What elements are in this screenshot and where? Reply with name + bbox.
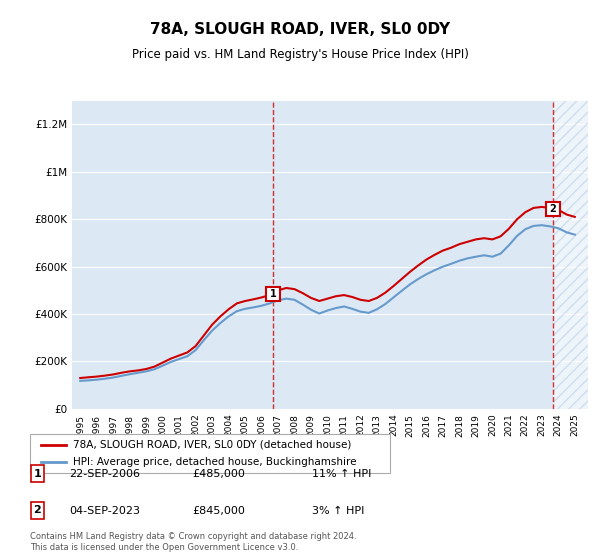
Text: HPI: Average price, detached house, Buckinghamshire: HPI: Average price, detached house, Buck… (73, 457, 356, 467)
FancyBboxPatch shape (31, 465, 44, 482)
Text: 78A, SLOUGH ROAD, IVER, SL0 0DY (detached house): 78A, SLOUGH ROAD, IVER, SL0 0DY (detache… (73, 440, 352, 450)
Text: 1: 1 (270, 289, 277, 299)
FancyBboxPatch shape (30, 434, 390, 473)
Text: £485,000: £485,000 (192, 469, 245, 479)
Text: £845,000: £845,000 (192, 506, 245, 516)
Bar (553, 101, 588, 409)
Text: 78A, SLOUGH ROAD, IVER, SL0 0DY: 78A, SLOUGH ROAD, IVER, SL0 0DY (150, 22, 450, 38)
Text: 1: 1 (34, 469, 41, 479)
Text: Contains HM Land Registry data © Crown copyright and database right 2024.
This d: Contains HM Land Registry data © Crown c… (30, 532, 356, 552)
Text: 11% ↑ HPI: 11% ↑ HPI (312, 469, 371, 479)
Text: 2: 2 (550, 204, 556, 213)
Text: 04-SEP-2023: 04-SEP-2023 (69, 506, 140, 516)
Text: 2: 2 (34, 505, 41, 515)
Text: 3% ↑ HPI: 3% ↑ HPI (312, 506, 364, 516)
Text: 22-SEP-2006: 22-SEP-2006 (69, 469, 140, 479)
FancyBboxPatch shape (31, 502, 44, 519)
Text: Price paid vs. HM Land Registry's House Price Index (HPI): Price paid vs. HM Land Registry's House … (131, 48, 469, 60)
